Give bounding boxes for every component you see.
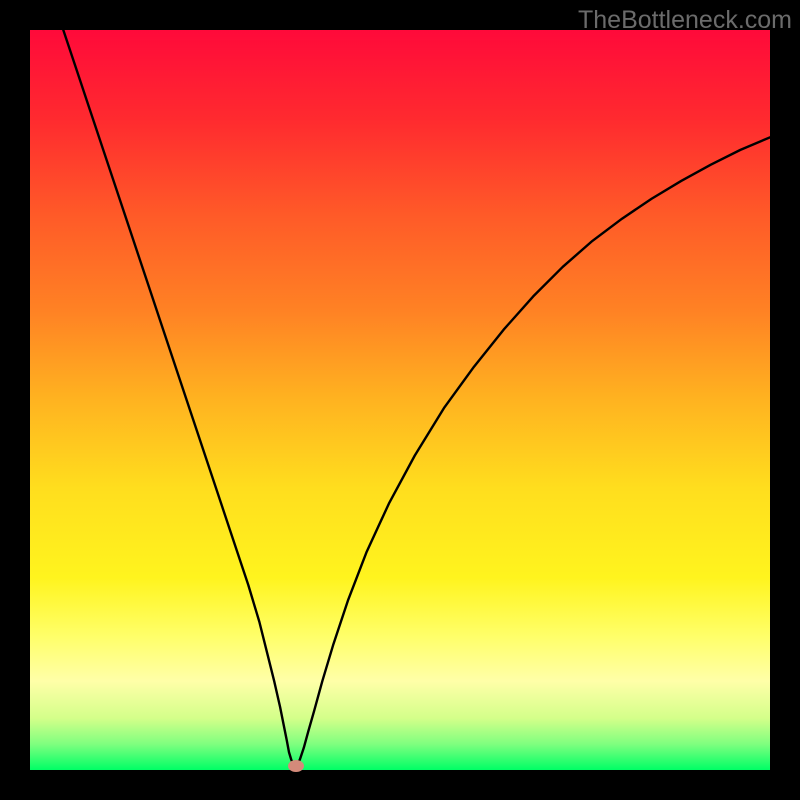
watermark-text: TheBottleneck.com: [578, 6, 792, 35]
plot-area: [30, 30, 770, 770]
chart-container: TheBottleneck.com: [0, 0, 800, 800]
optimum-marker: [288, 760, 304, 772]
bottleneck-curve: [30, 30, 770, 770]
